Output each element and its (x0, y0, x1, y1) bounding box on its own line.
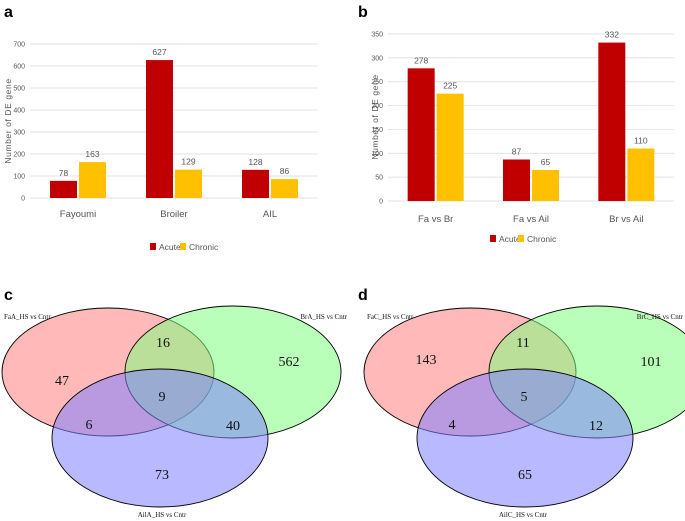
category-label: AIL (263, 209, 277, 220)
set-title: BrC_HS vs Cntr (637, 313, 684, 321)
region-count-ac: 4 (449, 418, 456, 433)
legend-swatch-chronic (180, 243, 186, 250)
bar-acute-broiler (146, 60, 173, 199)
legend-label-chronic: Chronic (527, 234, 557, 244)
legend-label-acute: Acute (159, 242, 181, 252)
legend-swatch-chronic (518, 235, 524, 242)
region-count-c-only: 65 (518, 468, 532, 483)
bar-chronic-fa-vs-ail (532, 169, 559, 201)
data-label: 163 (85, 149, 99, 159)
legend-label-chronic: Chronic (189, 242, 219, 252)
bar-acute-fayoumi (50, 180, 77, 198)
data-label: 78 (59, 168, 69, 178)
legend-swatch-acute (150, 243, 156, 250)
region-count-abc: 5 (521, 390, 528, 405)
data-label: 627 (152, 47, 166, 57)
venn-diagram-c: FaA_HS vs Cntr BrA_HS vs Cntr AilA_HS vs C… (1, 305, 348, 519)
region-count-ab: 11 (516, 336, 529, 351)
data-label: 129 (181, 157, 195, 167)
y-tick-label: 150 (371, 127, 383, 134)
y-tick-label: 250 (371, 79, 383, 86)
y-tick-label: 200 (13, 152, 25, 159)
region-count-bc: 40 (226, 419, 240, 434)
data-label: 278 (414, 55, 428, 65)
bar-chart-a: 0 100 200 300 400 500 600 700 Number of DE gene 7… (3, 42, 318, 252)
data-label: 128 (248, 157, 262, 167)
bar-chronic-fayoumi (79, 162, 106, 198)
region-count-b-only: 101 (641, 355, 662, 370)
region-count-c-only: 73 (155, 468, 169, 483)
category-label: Broiler (160, 209, 187, 220)
set-title: BrA_HS vs Cntr (300, 313, 347, 321)
y-axis-label: Number of DE gene (370, 74, 380, 159)
y-tick-label: 400 (13, 108, 25, 115)
bar-acute-ail (242, 169, 269, 198)
region-count-ac: 6 (86, 418, 93, 433)
set-title: FaA_HS vs Cntr (4, 313, 51, 321)
category-label: Br vs Ail (609, 214, 643, 225)
category-label: Fa vs Ail (513, 214, 549, 225)
y-tick-label: 0 (379, 199, 383, 206)
category-label: Fayoumi (60, 209, 96, 220)
bar-chronic-fa-vs-br (436, 93, 464, 201)
region-count-a-only: 47 (55, 374, 69, 389)
y-tick-label: 100 (371, 151, 383, 158)
bar-chronic-ail (271, 179, 298, 198)
panel-letter-d: d (358, 287, 368, 304)
region-count-a-only: 143 (416, 353, 437, 368)
set-title: AilA_HS vs Cntr (138, 511, 187, 519)
bar-chronic-br-vs-ail (627, 148, 655, 201)
y-tick-label: 50 (375, 175, 383, 182)
category-label: Fa vs Br (418, 214, 453, 225)
y-tick-label: 300 (13, 130, 25, 137)
data-label: 332 (605, 30, 619, 40)
data-label: 110 (634, 136, 648, 146)
set-title: AilC_HS vs Cntr (499, 511, 548, 519)
data-label: 65 (541, 157, 551, 167)
y-tick-label: 0 (21, 196, 25, 203)
bar-acute-fa-vs-br (407, 68, 435, 202)
panel-letter-c: c (4, 287, 13, 304)
region-count-ab: 16 (156, 336, 170, 351)
region-count-b-only: 562 (279, 355, 300, 370)
data-label: 86 (280, 166, 290, 176)
panel-letter-a: a (4, 4, 13, 21)
set-title: FaC_HS vs Cntr (367, 313, 414, 321)
bar-acute-br-vs-ail (598, 42, 626, 202)
legend-label-acute: Acute (499, 234, 521, 244)
circle-set-c (416, 368, 634, 508)
bar-chronic-broiler (175, 169, 202, 198)
circle-set-c (51, 368, 269, 508)
bar-chart-b: 0 50 100 150 200 250 300 350 Number of DE gene 27… (370, 30, 674, 244)
y-tick-label: 500 (13, 86, 25, 93)
y-tick-label: 350 (371, 32, 383, 39)
data-label: 225 (443, 81, 457, 91)
data-label: 87 (512, 146, 522, 156)
y-tick-label: 200 (371, 103, 383, 110)
bar-acute-fa-vs-ail (503, 159, 530, 201)
y-tick-label: 700 (13, 42, 25, 49)
region-count-bc: 12 (589, 419, 603, 434)
venn-diagram-d: FaC_HS vs Cntr BrC_HS vs Cntr AilC_HS vs C… (363, 305, 685, 519)
y-axis-label: Number of DE gene (3, 78, 13, 163)
y-tick-label: 300 (371, 55, 383, 62)
legend-swatch-acute (490, 235, 496, 242)
y-tick-label: 100 (13, 174, 25, 181)
region-count-abc: 9 (159, 390, 166, 405)
y-tick-label: 600 (13, 64, 25, 71)
panel-letter-b: b (358, 4, 368, 21)
